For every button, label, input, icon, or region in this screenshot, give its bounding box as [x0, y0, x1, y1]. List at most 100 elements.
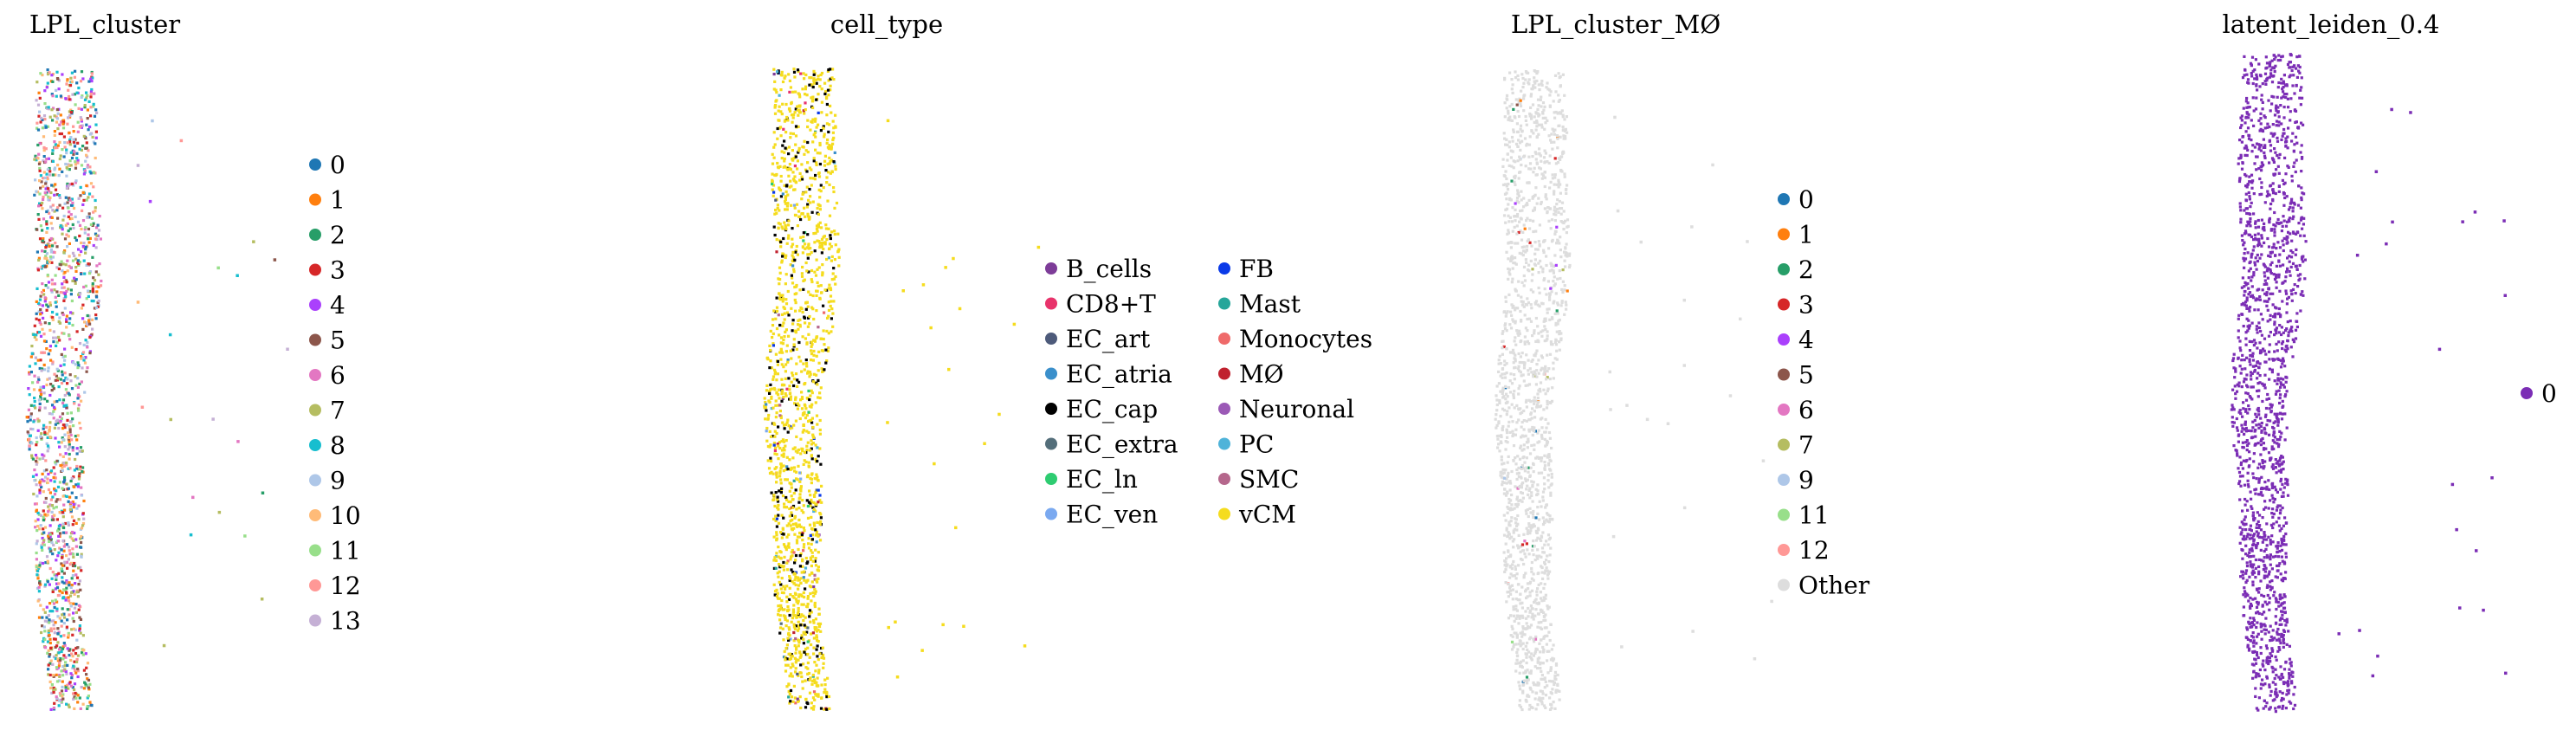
scatter-point	[56, 641, 60, 644]
scatter-point	[72, 555, 75, 559]
scatter-point	[771, 152, 774, 156]
scatter-point	[1532, 540, 1535, 543]
scatter-point	[74, 215, 77, 218]
scatter-point	[87, 294, 90, 298]
scatter-point	[76, 407, 81, 410]
scatter-point	[79, 617, 83, 621]
scatter-point	[61, 311, 64, 315]
scatter-point	[785, 456, 789, 459]
scatter-point	[811, 708, 816, 711]
scatter-point	[775, 537, 778, 540]
scatter-point	[793, 644, 797, 648]
scatter-point	[48, 393, 52, 397]
scatter-point	[818, 296, 822, 300]
scatter-point	[783, 506, 786, 509]
scatter-point	[808, 656, 811, 659]
scatter-point	[775, 411, 778, 415]
scatter-point	[80, 399, 83, 403]
scatter-point	[1514, 617, 1518, 620]
scatter-point	[810, 349, 813, 352]
scatter-point	[1517, 622, 1520, 625]
scatter-point	[58, 316, 61, 320]
scatter-point	[1517, 533, 1520, 537]
scatter-point	[1540, 82, 1543, 86]
scatter-point	[1546, 606, 1550, 610]
scatter-point	[1505, 177, 1508, 181]
scatter-point	[779, 531, 783, 534]
legend-marker	[1218, 473, 1230, 485]
scatter-point	[69, 585, 73, 589]
scatter-point	[1521, 481, 1525, 485]
scatter-point	[797, 501, 801, 504]
scatter-point	[75, 447, 79, 450]
scatter-point	[1512, 643, 1516, 646]
scatter-point	[1534, 516, 1538, 520]
scatter-point	[1501, 372, 1504, 376]
scatter-point	[1521, 249, 1526, 253]
scatter-point	[782, 516, 785, 520]
scatter-point	[791, 329, 794, 333]
scatter-point	[794, 397, 797, 401]
scatter-point	[800, 636, 804, 640]
scatter-point	[71, 530, 74, 534]
scatter-point	[1497, 370, 1501, 373]
scatter-point	[1559, 212, 1563, 216]
scatter-point	[805, 170, 809, 173]
scatter-point	[802, 288, 805, 291]
legend-label: MØ	[1239, 360, 1284, 389]
scatter-point	[802, 527, 805, 530]
scatter-point	[1522, 94, 1526, 98]
scatter-point	[59, 646, 62, 649]
scatter-point	[806, 140, 810, 145]
scatter-point	[70, 216, 74, 220]
scatter-point	[46, 444, 50, 448]
scatter-point	[61, 657, 65, 661]
scatter-point	[73, 93, 77, 96]
scatter-point	[793, 516, 797, 520]
scatter-point	[36, 518, 40, 521]
scatter-point	[61, 647, 65, 650]
scatter-point	[65, 326, 68, 329]
scatter-point	[823, 135, 826, 139]
scatter-point	[72, 539, 75, 542]
scatter-point	[1528, 474, 1532, 477]
scatter-point	[1511, 540, 1514, 543]
scatter-point	[1504, 314, 1508, 318]
scatter-point	[1531, 545, 1535, 548]
scatter-point	[777, 507, 780, 511]
scatter-point	[806, 256, 810, 260]
scatter-point	[1523, 335, 1527, 339]
scatter-point	[795, 477, 798, 481]
scatter-point	[1534, 456, 1538, 460]
scatter-point	[763, 404, 766, 408]
scatter-point	[813, 661, 817, 664]
scatter-point	[36, 128, 41, 132]
scatter-point	[63, 237, 68, 241]
scatter-point	[1531, 268, 1534, 271]
scatter-point	[1506, 310, 1509, 313]
scatter-point	[785, 600, 789, 604]
legend-label: 6	[330, 361, 345, 390]
scatter-point	[828, 707, 831, 710]
scatter-point	[1543, 454, 1546, 457]
scatter-point	[58, 132, 61, 136]
scatter-point	[778, 282, 781, 286]
scatter-point	[811, 118, 815, 121]
scatter-point	[831, 325, 835, 328]
scatter-point	[1504, 581, 1508, 585]
scatter-point	[68, 84, 73, 87]
scatter-point	[795, 576, 798, 579]
scatter-point	[825, 695, 829, 699]
scatter-point	[834, 282, 837, 286]
scatter-point	[64, 686, 68, 689]
scatter-point	[1523, 552, 1527, 556]
scatter-point	[1536, 527, 1540, 530]
scatter-point	[1548, 378, 1552, 381]
scatter-point	[791, 120, 794, 124]
scatter-point	[65, 318, 68, 321]
scatter-point	[90, 72, 94, 75]
scatter-point	[42, 427, 45, 430]
scatter-point	[41, 616, 44, 619]
scatter-point	[1533, 545, 1536, 548]
scatter-point	[820, 251, 823, 255]
